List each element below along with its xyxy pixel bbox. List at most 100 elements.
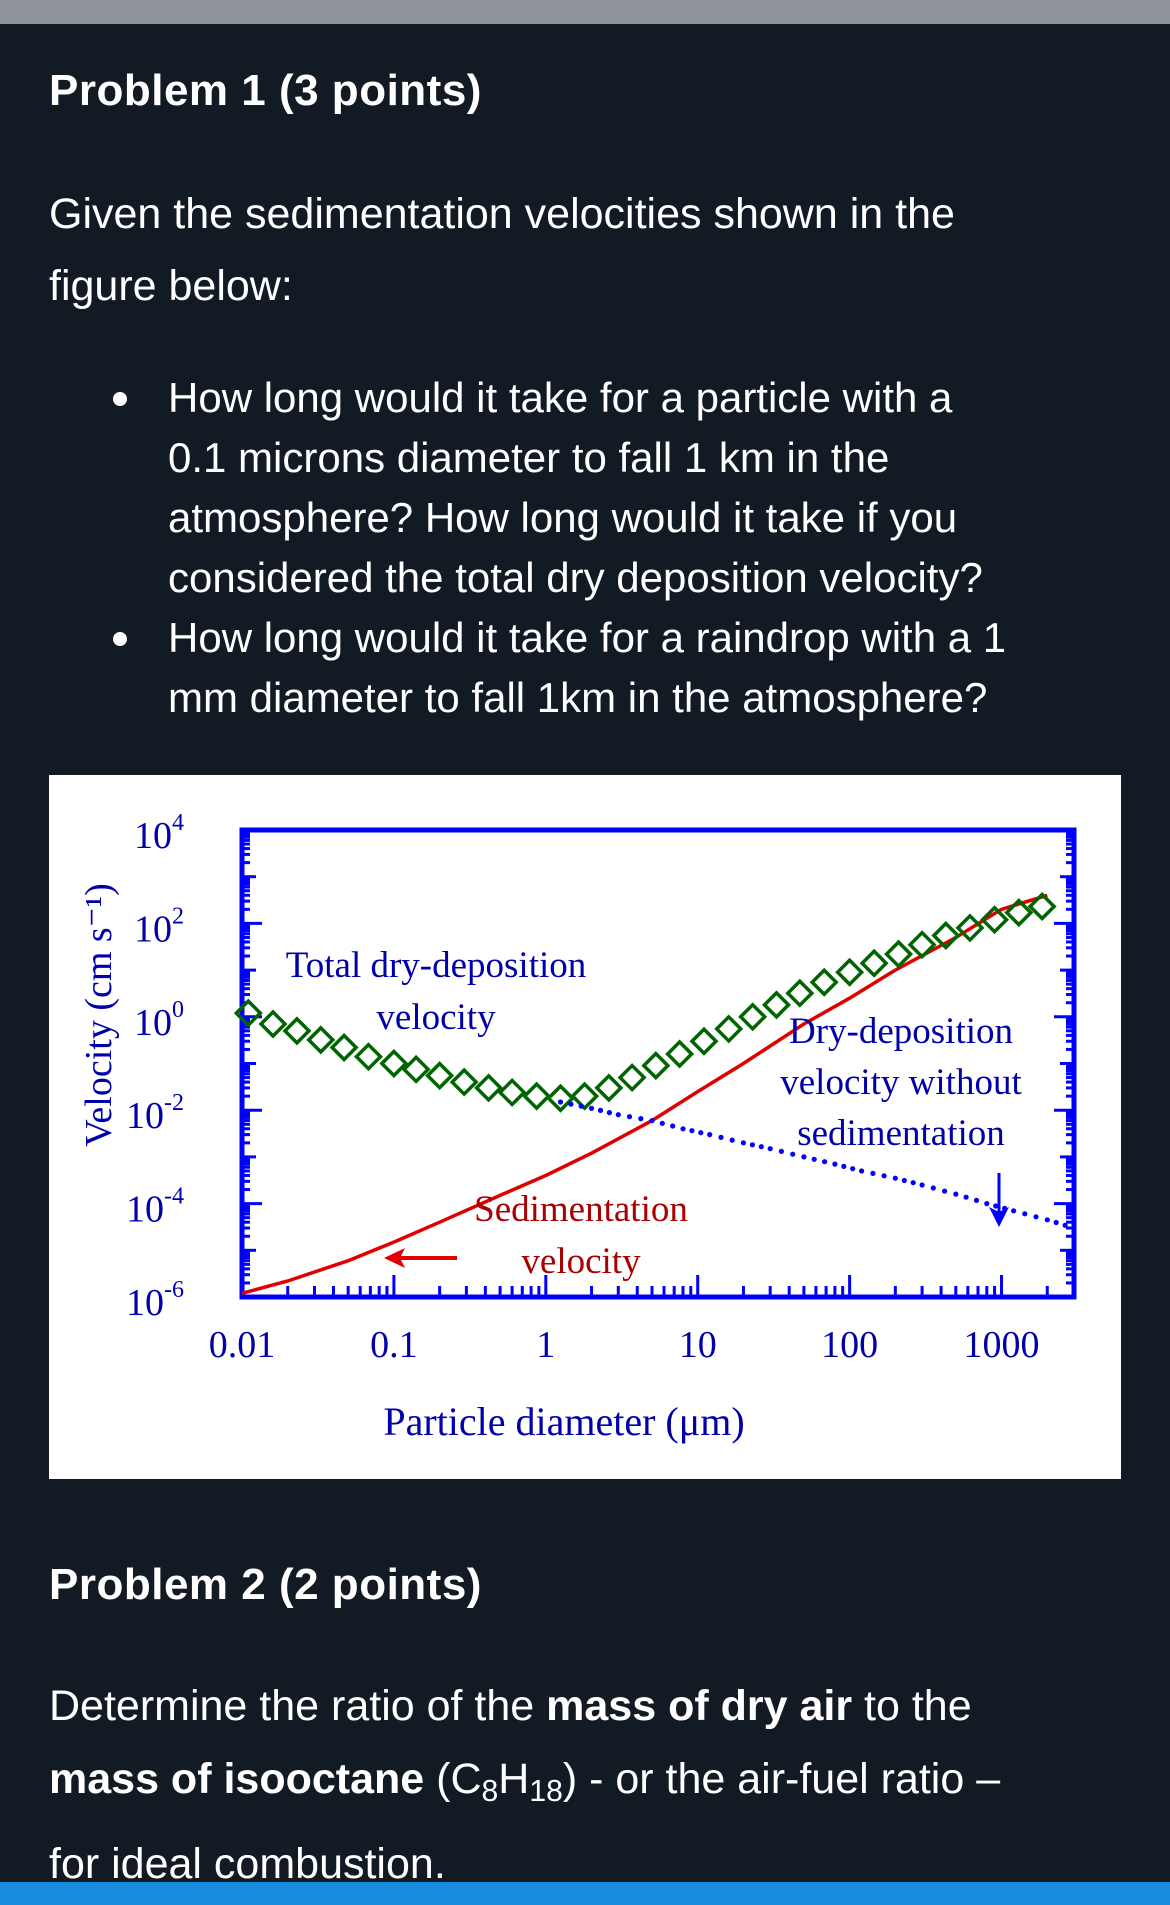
- drydep-dot: [973, 1197, 980, 1203]
- total-velocity-marker: [617, 1063, 647, 1093]
- drydep-dot: [557, 1099, 564, 1105]
- drydep-dot: [740, 1140, 747, 1146]
- list-item: How long would it take for a raindrop wi…: [113, 608, 1128, 728]
- y-tick-label: 10-2: [126, 1090, 184, 1137]
- total-velocity-marker: [835, 957, 865, 987]
- total-velocity-marker: [955, 913, 985, 943]
- bullet-line: considered the total dry deposition velo…: [168, 554, 983, 601]
- text-run: H: [498, 1755, 530, 1803]
- text-run: for ideal combustion.: [49, 1840, 446, 1888]
- drydep-dot: [790, 1151, 796, 1157]
- total-velocity-marker: [474, 1073, 504, 1103]
- total-velocity-marker: [425, 1061, 455, 1091]
- drydep-dot: [892, 1175, 898, 1181]
- list-item: How long would it take for a particle wi…: [113, 368, 1128, 608]
- bullet-line: atmosphere? How long would it take if yo…: [168, 494, 958, 541]
- drydep-dot: [1044, 1217, 1050, 1223]
- drydep-dot: [718, 1134, 724, 1140]
- total-velocity-marker: [233, 998, 263, 1028]
- velocity-chart: 0.01 0.1 1 10 100 1000 104 102 100 10-2 10-4 10-6 P…: [78, 810, 1077, 1444]
- drydep-dot: [749, 1142, 756, 1148]
- text-run: (C: [424, 1755, 482, 1803]
- total-velocity-marker: [738, 1002, 768, 1032]
- total-velocity-marker: [689, 1026, 719, 1056]
- question-list: How long would it take for a particle wi…: [113, 368, 1128, 728]
- total-velocity-marker: [306, 1025, 336, 1055]
- drydep-dot: [649, 1118, 655, 1124]
- total-velocity-marker: [353, 1042, 383, 1072]
- x-tick-label: 10: [679, 1324, 717, 1366]
- y-tick-exponent: -4: [164, 1184, 184, 1210]
- drydep-dot: [1053, 1219, 1059, 1226]
- total-velocity-marker: [570, 1081, 600, 1111]
- total-velocity-marker: [859, 948, 889, 978]
- drydep-dot: [597, 1107, 604, 1113]
- drydep-arrow: [989, 1173, 1009, 1227]
- drydep-dot: [881, 1173, 887, 1179]
- total-velocity-annotation: velocity: [376, 997, 496, 1038]
- drydep-dot: [910, 1180, 916, 1186]
- total-velocity-marker: [546, 1083, 576, 1113]
- problem2-line: Determine the ratio of the mass of dry a…: [49, 1670, 1129, 1743]
- drydep-dot: [680, 1126, 686, 1132]
- total-velocity-marker: [329, 1033, 359, 1062]
- total-velocity-marker: [665, 1039, 695, 1069]
- total-velocity-marker: [401, 1054, 431, 1084]
- drydep-dot: [841, 1163, 847, 1169]
- drydep-dot: [993, 1203, 999, 1209]
- drydep-dot: [822, 1159, 828, 1165]
- total-velocity-marker: [1027, 892, 1057, 921]
- drydep-dot: [778, 1148, 785, 1154]
- bullet-icon: [113, 392, 127, 406]
- drydep-dot: [811, 1156, 817, 1162]
- x-tick-label: 0.1: [370, 1324, 418, 1366]
- drydep-dot: [870, 1170, 876, 1176]
- total-velocity-marker: [762, 990, 791, 1020]
- y-tick-exponent: 0: [172, 997, 184, 1023]
- drydep-annotation: Dry-deposition: [789, 1011, 1013, 1052]
- y-tick-label: 10-4: [126, 1184, 184, 1231]
- problem1-intro: Given the sedimentation velocities shown…: [49, 178, 1129, 322]
- problem2-heading: Problem 2 (2 points): [49, 1560, 482, 1609]
- drydep-dot: [606, 1110, 613, 1116]
- drydep-dot: [758, 1144, 764, 1150]
- total-velocity-marker: [980, 905, 1010, 935]
- subscript: 18: [529, 1775, 563, 1808]
- drydep-dot: [859, 1168, 865, 1174]
- bullet-line: How long would it take for a particle wi…: [168, 374, 953, 421]
- drydep-dot: [707, 1132, 713, 1138]
- text-run: to the: [852, 1682, 972, 1730]
- total-velocity-marker: [522, 1081, 552, 1111]
- bottom-bar: [0, 1882, 1170, 1905]
- y-tick-exponent: 2: [172, 903, 184, 929]
- problem1-heading: Problem 1 (3 points): [49, 66, 482, 115]
- deposition-velocity-figure: 0.01 0.1 1 10 100 1000 104 102 100 10-2 10-4 10-6 P…: [49, 775, 1121, 1479]
- bullet-icon: [113, 632, 127, 646]
- y-tick-label: 100: [134, 997, 184, 1044]
- y-tick-exponent: 4: [172, 810, 184, 836]
- total-velocity-marker: [497, 1077, 527, 1107]
- drydep-dot: [578, 1103, 584, 1109]
- drydep-dot: [953, 1191, 959, 1197]
- drydep-dot: [689, 1128, 695, 1134]
- drydep-dot: [930, 1185, 936, 1191]
- top-scroll-edge: [0, 0, 1170, 24]
- total-velocity-annotation: Total dry-deposition: [286, 945, 587, 986]
- y-tick-label: 104: [134, 810, 184, 857]
- total-velocity-marker: [884, 939, 914, 969]
- y-tick-exponent: -2: [164, 1090, 184, 1116]
- plot-frame: [239, 827, 1077, 1300]
- total-velocity-marker: [931, 921, 961, 950]
- drydep-dot: [670, 1123, 676, 1129]
- bold-run: mass of dry air: [546, 1682, 853, 1730]
- total-velocity-marker: [1004, 898, 1034, 928]
- sedimentation-annotation: Sedimentation: [474, 1189, 688, 1230]
- drydep-dot: [1011, 1208, 1017, 1214]
- text-run: Determine the ratio of the: [49, 1682, 547, 1730]
- problem2-line: mass of isooctane (C8H18) - or the air-f…: [49, 1743, 1129, 1828]
- total-velocity-marker: [785, 978, 815, 1008]
- total-velocity-marker: [282, 1016, 312, 1046]
- drydep-dot: [626, 1114, 633, 1120]
- bullet-line: How long would it take for a raindrop wi…: [168, 614, 1007, 661]
- drydep-dot: [615, 1112, 621, 1118]
